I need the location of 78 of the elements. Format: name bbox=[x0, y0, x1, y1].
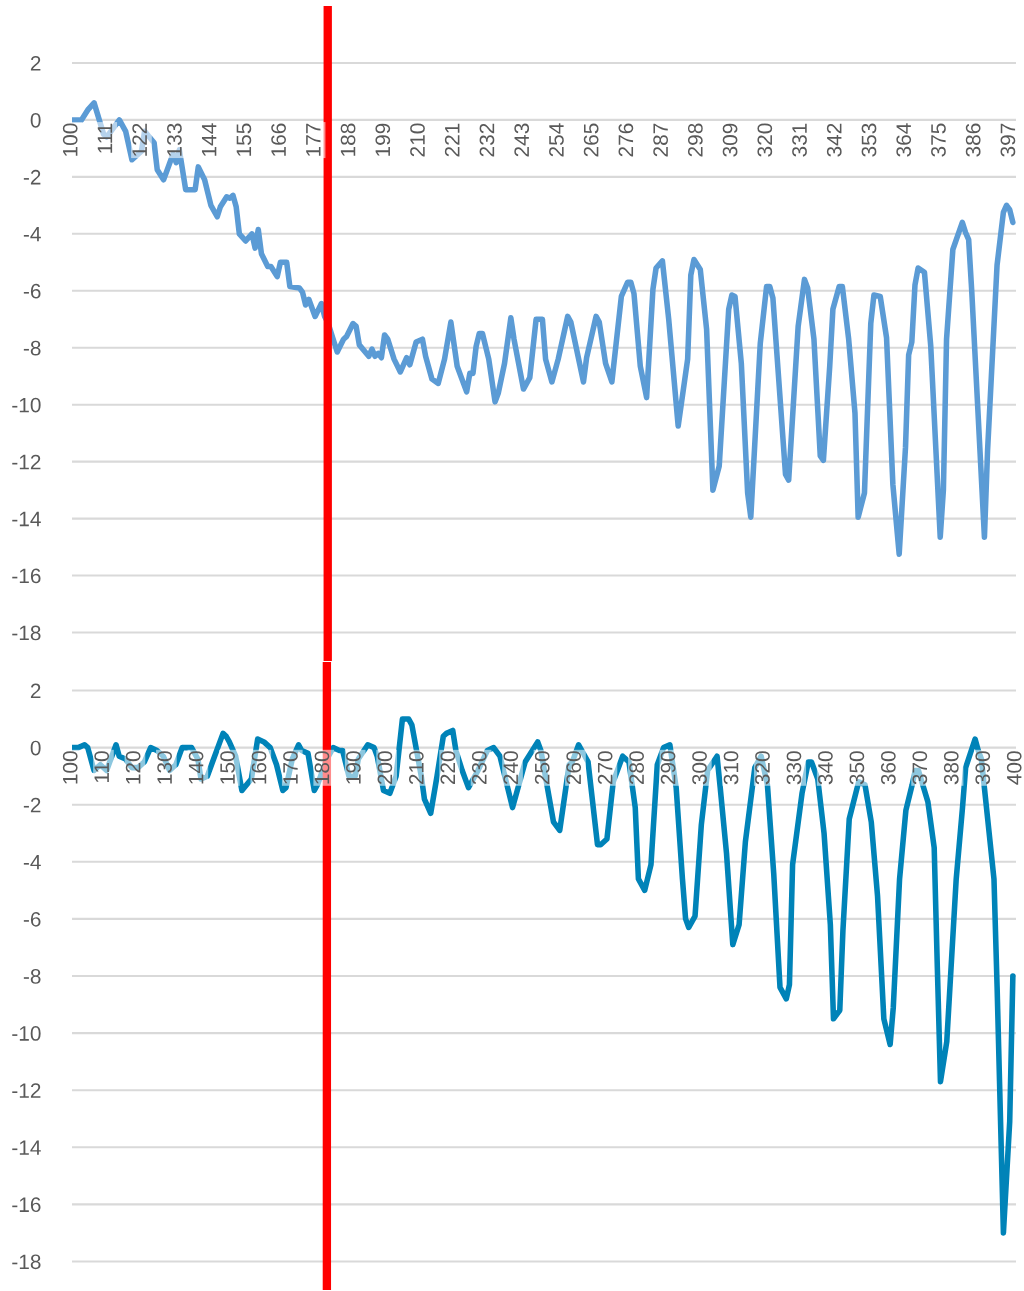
y-tick-label: -14 bbox=[12, 1140, 41, 1155]
x-tick-label: 370 bbox=[912, 751, 928, 785]
x-tick-label: 330 bbox=[786, 751, 802, 785]
x-tick-label: 342 bbox=[826, 123, 842, 157]
y-tick-label: -2 bbox=[23, 797, 41, 813]
x-tick-label: 309 bbox=[722, 123, 738, 157]
x-tick-label: 300 bbox=[692, 751, 707, 785]
y-tick-label: 2 bbox=[30, 55, 41, 71]
x-tick-label: 290 bbox=[660, 751, 676, 785]
x-tick-label: 199 bbox=[375, 123, 391, 156]
x-tick-label: 320 bbox=[757, 123, 773, 157]
x-tick-label: 265 bbox=[583, 123, 599, 157]
x-tick-label: 260 bbox=[566, 751, 582, 785]
y-tick-label: -10 bbox=[12, 397, 41, 413]
y-tick-label: -10 bbox=[12, 1026, 41, 1041]
x-tick-label: 390 bbox=[975, 751, 991, 785]
x-tick-label: 232 bbox=[479, 123, 495, 157]
y-tick-label: -4 bbox=[23, 855, 41, 870]
x-tick-label: 180 bbox=[314, 751, 330, 784]
x-tick-label: 287 bbox=[653, 123, 668, 157]
x-tick-label: 270 bbox=[597, 751, 613, 785]
x-tick-label: 221 bbox=[444, 123, 460, 157]
x-tick-label: 397 bbox=[1000, 123, 1016, 157]
x-tick-label: 298 bbox=[687, 123, 703, 157]
x-tick-label: 386 bbox=[965, 123, 981, 157]
x-tick-label: 220 bbox=[440, 751, 456, 785]
x-tick-label: 254 bbox=[549, 123, 564, 157]
x-tick-label: 170 bbox=[283, 751, 298, 784]
y-tick-label: -8 bbox=[23, 969, 41, 984]
x-tick-label: 250 bbox=[534, 751, 550, 785]
x-tick-label: 240 bbox=[503, 751, 519, 785]
x-tick-label: 210 bbox=[410, 123, 425, 157]
x-tick-label: 310 bbox=[723, 751, 739, 785]
x-tick-label: 150 bbox=[220, 751, 235, 784]
x-tick-label: 100 bbox=[62, 751, 78, 784]
x-tick-label: 243 bbox=[514, 123, 530, 157]
x-tick-label: 320 bbox=[755, 751, 770, 785]
x-tick-label: 340 bbox=[818, 751, 833, 785]
x-tick-label: 190 bbox=[346, 751, 361, 784]
x-tick-label: 160 bbox=[251, 751, 267, 784]
y-tick-label: -6 bbox=[23, 911, 41, 927]
x-tick-label: 100 bbox=[62, 123, 78, 156]
y-tick-label: -4 bbox=[23, 227, 41, 242]
y-tick-label: -12 bbox=[12, 1083, 41, 1098]
y-tick-label: -12 bbox=[12, 454, 41, 470]
y-tick-label: 0 bbox=[30, 112, 41, 128]
x-tick-label: 375 bbox=[931, 123, 946, 157]
x-tick-label: 331 bbox=[792, 123, 807, 157]
y-tick-label: -6 bbox=[23, 283, 41, 299]
x-tick-label: 166 bbox=[271, 123, 286, 156]
y-tick-label: 2 bbox=[30, 683, 41, 699]
x-tick-label: 130 bbox=[157, 751, 172, 784]
y-tick-label: -8 bbox=[23, 340, 41, 356]
x-tick-label: 353 bbox=[861, 123, 877, 157]
x-tick-label: 400 bbox=[1006, 751, 1022, 785]
y-tick-label: -16 bbox=[12, 1197, 41, 1213]
x-tick-label: 177 bbox=[306, 123, 321, 156]
x-tick-label: 144 bbox=[201, 123, 217, 156]
y-tick-label: -18 bbox=[12, 625, 41, 641]
x-tick-label: 280 bbox=[629, 751, 644, 785]
y-tick-label: -14 bbox=[12, 511, 41, 527]
x-tick-label: 133 bbox=[167, 123, 182, 156]
x-tick-label: 200 bbox=[377, 751, 393, 785]
y-tick-label: 0 bbox=[30, 740, 41, 756]
y-tick-label: -2 bbox=[23, 169, 41, 185]
x-tick-label: 360 bbox=[880, 751, 896, 785]
x-tick-label: 230 bbox=[471, 751, 487, 785]
x-tick-label: 140 bbox=[188, 751, 204, 784]
x-tick-label: 210 bbox=[408, 751, 424, 785]
x-tick-label: 122 bbox=[132, 123, 147, 156]
y-tick-label: -18 bbox=[12, 1254, 41, 1270]
x-tick-label: 188 bbox=[340, 123, 356, 156]
x-tick-label: 380 bbox=[943, 751, 959, 785]
y-tick-label: -16 bbox=[12, 568, 41, 584]
x-tick-label: 276 bbox=[618, 123, 634, 157]
x-tick-label: 155 bbox=[236, 123, 252, 156]
x-tick-label: 364 bbox=[896, 123, 912, 157]
x-tick-label: 350 bbox=[849, 751, 865, 785]
